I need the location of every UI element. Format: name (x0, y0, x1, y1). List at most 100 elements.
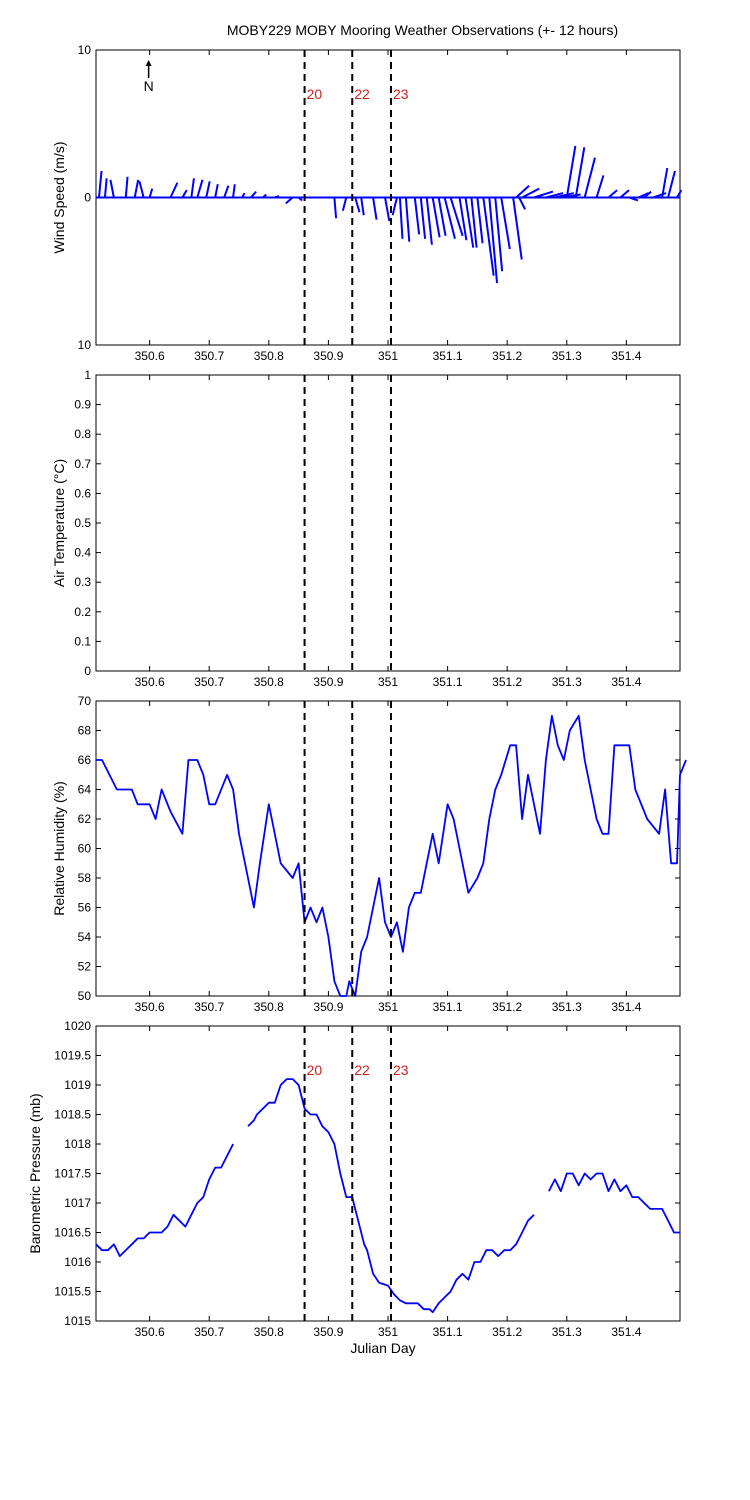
wind-vector (476, 197, 484, 244)
wind-vector (274, 195, 280, 199)
wind-vector (458, 197, 468, 241)
x-tick-label: 351 (378, 675, 398, 689)
y-tick-label: 1 (84, 368, 91, 382)
x-tick-label: 351.4 (611, 349, 641, 363)
wind-vector (232, 184, 236, 198)
wind-vector (431, 197, 441, 238)
y-tick-label: 60 (78, 842, 92, 856)
wind-vector (297, 196, 303, 202)
wind-vector (595, 175, 605, 198)
wind-vector (545, 192, 564, 199)
wind-vector (333, 197, 338, 219)
wind-vector (360, 197, 365, 216)
wind-vector (372, 197, 378, 220)
y-tick-label: 52 (78, 960, 92, 974)
x-tick-label: 351.2 (492, 349, 522, 363)
y-tick-label: 58 (78, 871, 92, 885)
x-tick-label: 350.8 (254, 1000, 284, 1014)
y-axis-label: Relative Humidity (%) (51, 781, 67, 916)
wind-vector (500, 197, 511, 250)
x-tick-label: 350.7 (194, 1325, 224, 1339)
x-tick-label: 351 (378, 1000, 398, 1014)
y-tick-label: 50 (78, 989, 92, 1003)
wind-vector (169, 182, 179, 198)
x-tick-label: 350.7 (194, 675, 224, 689)
y-tick-label: 1019.5 (54, 1049, 91, 1063)
wind-vector (607, 189, 618, 199)
wind-vector (521, 187, 540, 199)
x-tick-label: 351.1 (433, 1325, 463, 1339)
wind-vector (470, 197, 478, 248)
wind-vector (667, 170, 676, 198)
wind-vector (512, 197, 523, 260)
y-tick-label: 0.5 (74, 516, 91, 530)
y-tick-label: 10 (78, 338, 92, 352)
wind-vector (425, 197, 433, 245)
wind-vector (391, 197, 398, 216)
x-tick-label: 350.6 (135, 1325, 165, 1339)
y-tick-label: 0.7 (74, 457, 91, 471)
y-tick-label: 0.1 (74, 634, 91, 648)
x-tick-label: 350.6 (135, 349, 165, 363)
event-marker-label: 20 (307, 1062, 323, 1078)
wind-vector (637, 192, 649, 199)
y-tick-label: 1017 (64, 1196, 91, 1210)
axes-box (95, 700, 681, 997)
x-tick-label: 351.4 (611, 1000, 641, 1014)
y-axis-label: Barometric Pressure (mb) (27, 1093, 43, 1253)
wind-vector (574, 147, 586, 198)
event-marker-label: 22 (354, 1062, 370, 1078)
wind-vector (449, 197, 464, 237)
wind-vector (413, 197, 421, 235)
wind-vector (241, 192, 246, 199)
y-tick-label: 10 (78, 43, 92, 57)
x-tick-label: 350.9 (313, 675, 343, 689)
x-tick-label: 351.1 (433, 349, 463, 363)
wind-vector (97, 170, 103, 198)
x-tick-label: 350.9 (313, 349, 343, 363)
event-marker-label: 22 (354, 86, 370, 102)
north-label: N (144, 78, 154, 94)
x-tick-label: 350.6 (135, 1000, 165, 1014)
y-tick-label: 1020 (64, 1019, 91, 1033)
x-tick-label: 350.8 (254, 1325, 284, 1339)
wind-vector (518, 197, 527, 210)
x-tick-label: 351 (378, 1325, 398, 1339)
wind-vector (398, 197, 404, 239)
event-marker-label: 23 (393, 86, 409, 102)
wind-vector (205, 181, 211, 198)
y-tick-label: 62 (78, 812, 92, 826)
y-tick-label: 1018 (64, 1137, 91, 1151)
wind-vector (482, 197, 495, 276)
wind-vector (190, 178, 195, 198)
y-tick-label: 64 (78, 783, 92, 797)
y-tick-label: 1019 (64, 1078, 91, 1092)
event-marker-label: 20 (307, 86, 323, 102)
y-tick-label: 56 (78, 901, 92, 915)
x-tick-label: 351.3 (552, 349, 582, 363)
panel-3: 350.6 350.7 350.8 350.9 351 351.1 351.2 351.3 35… (51, 694, 687, 1014)
wind-vector (148, 188, 154, 198)
y-tick-label: 0.8 (74, 427, 91, 441)
wind-vector (181, 189, 188, 199)
y-tick-label: 0 (84, 664, 91, 678)
wind-vector (515, 184, 530, 199)
x-tick-label: 350.9 (313, 1000, 343, 1014)
series-line (548, 1172, 680, 1234)
y-tick-label: 0.9 (74, 398, 91, 412)
wind-vector (443, 197, 456, 240)
x-tick-label: 351.3 (552, 1325, 582, 1339)
x-tick-label: 350.9 (313, 1325, 343, 1339)
x-tick-label: 351.3 (552, 675, 582, 689)
x-tick-label: 351.4 (611, 675, 641, 689)
wind-vector (494, 197, 504, 272)
y-tick-label: 1016 (64, 1255, 91, 1269)
wind-vector (437, 197, 447, 237)
axes-box (95, 374, 681, 672)
north-arrow-icon (145, 60, 152, 66)
y-tick-label: 1015.5 (54, 1285, 91, 1299)
wind-vector (419, 197, 427, 239)
y-tick-label: 0 (84, 191, 91, 205)
y-tick-label: 0.2 (74, 605, 91, 619)
series-line (96, 714, 687, 997)
